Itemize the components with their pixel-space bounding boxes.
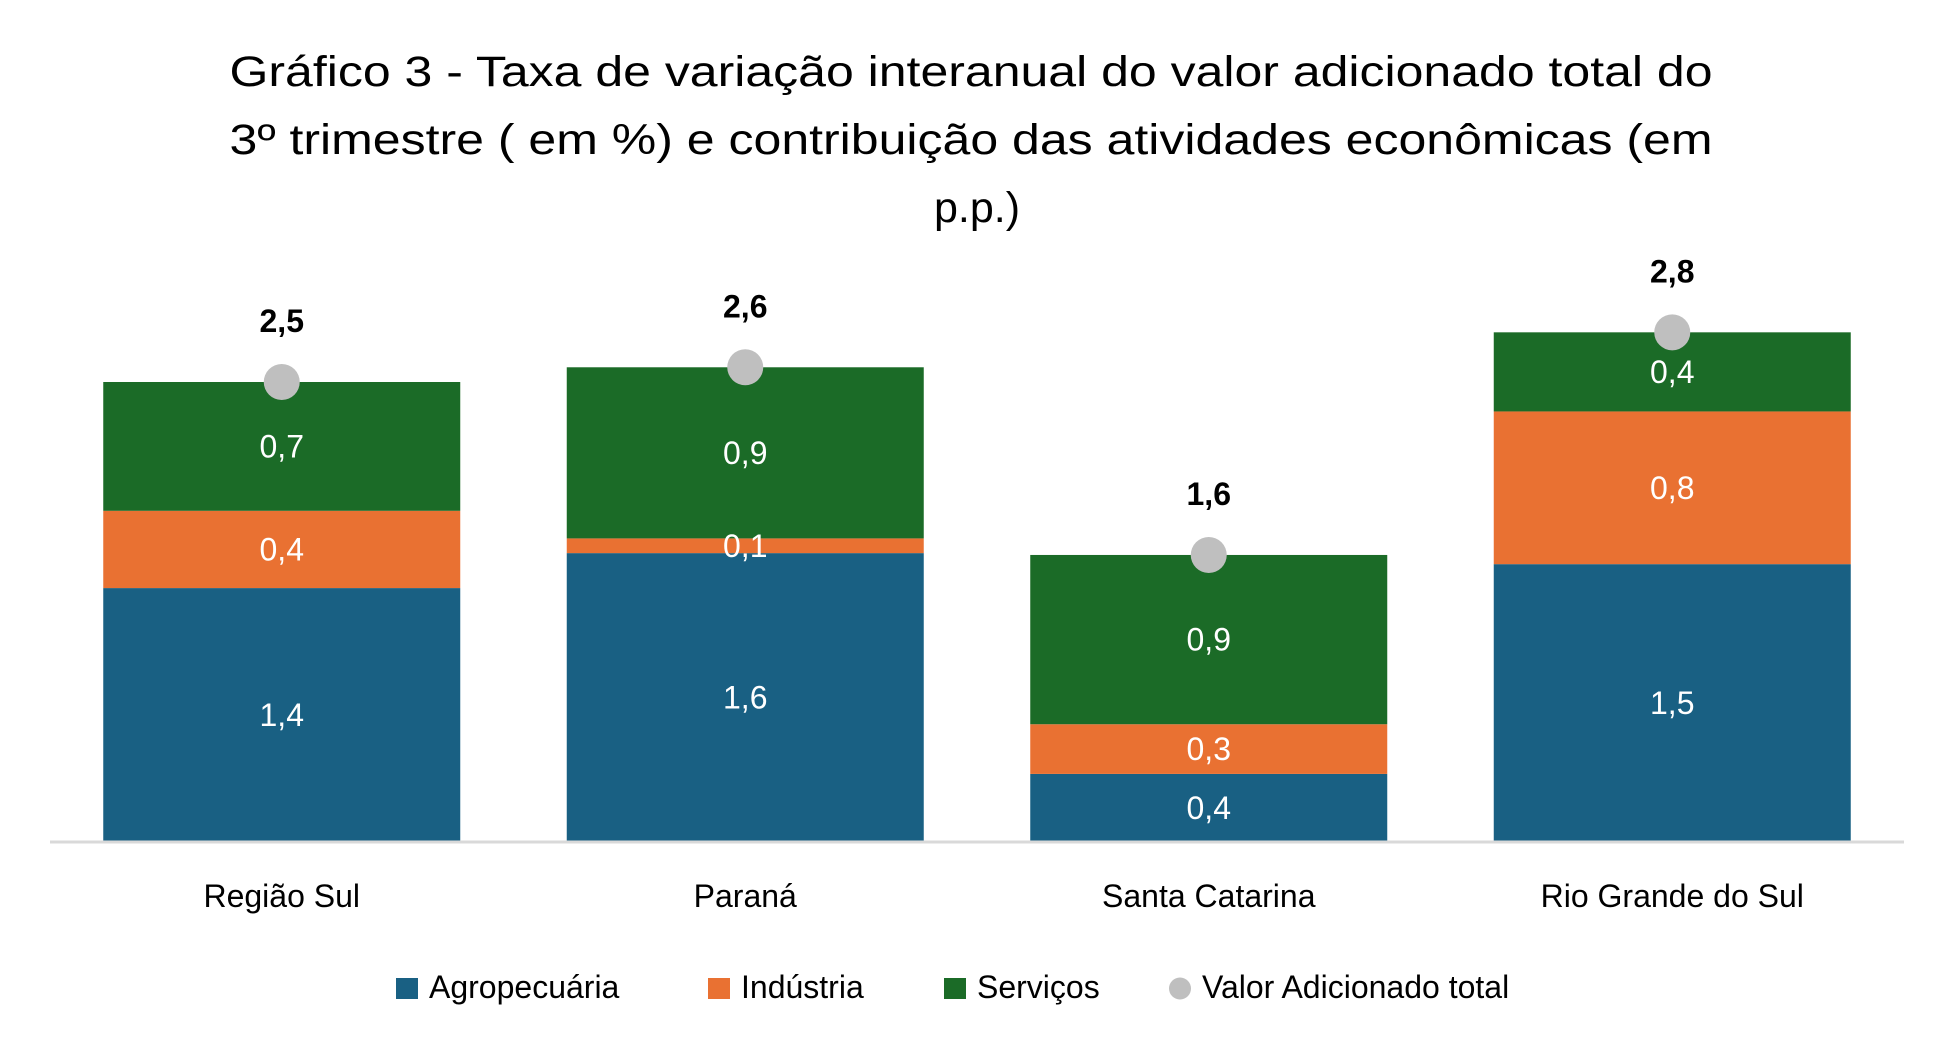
data-label-valor-adicionado-total-regiao-sul: 2,5 xyxy=(260,303,304,339)
category-label-parana: Paraná xyxy=(694,878,797,914)
legend-swatch-industria xyxy=(708,978,730,999)
data-label-valor-adicionado-total-parana: 2,6 xyxy=(723,288,767,324)
bars-layer xyxy=(103,332,1851,842)
data-label-valor-adicionado-total-santa-catarina: 1,6 xyxy=(1187,476,1231,512)
bar-segment-servicos-regiao-sul xyxy=(103,382,461,511)
category-label-santa-catarina: Santa Catarina xyxy=(1102,878,1316,914)
data-label-servicos-regiao-sul: 0,7 xyxy=(260,428,304,464)
marker-valor-adicionado-total-rio-grande-do-sul xyxy=(1654,314,1691,351)
data-label-agropecuaria-rio-grande-do-sul: 1,5 xyxy=(1650,685,1694,721)
legend: Agropecuária Indústria Serviços Valor Adici… xyxy=(396,969,1509,1005)
data-label-industria-parana: 0,1 xyxy=(723,528,767,564)
marker-valor-adicionado-total-regiao-sul xyxy=(263,364,300,400)
data-label-industria-rio-grande-do-sul: 0,8 xyxy=(1650,470,1694,506)
chart-title-line: Gráfico 3 - Taxa de variação interanual … xyxy=(230,48,1713,96)
total-markers-layer: 2,5 2,6 1,6 2,8 xyxy=(260,253,1694,573)
legend-item-servicos: Serviços xyxy=(944,969,1100,1005)
data-label-servicos-rio-grande-do-sul: 0,4 xyxy=(1650,354,1694,390)
bar-segment-servicos-parana xyxy=(566,367,924,539)
chart-title-line: p.p.) xyxy=(934,184,1020,232)
data-label-agropecuaria-regiao-sul: 1,4 xyxy=(260,697,304,733)
data-label-servicos-parana: 0,9 xyxy=(723,435,767,471)
legend-item-valor-adicionado-total: Valor Adicionado total xyxy=(1169,969,1509,1005)
legend-label-servicos: Serviços xyxy=(977,969,1100,1005)
data-label-industria-regiao-sul: 0,4 xyxy=(260,531,304,567)
category-label-regiao-sul: Região Sul xyxy=(203,878,360,914)
bar-segment-agropecuaria-santa-catarina xyxy=(1030,773,1388,842)
legend-label-industria: Indústria xyxy=(741,969,864,1005)
bar-segment-industria-regiao-sul xyxy=(103,510,461,589)
data-label-agropecuaria-santa-catarina: 0,4 xyxy=(1187,790,1231,826)
bar-segment-industria-rio-grande-do-sul xyxy=(1493,411,1851,565)
bar-segment-agropecuaria-parana xyxy=(566,553,924,842)
data-label-valor-adicionado-total-rio-grande-do-sul: 2,8 xyxy=(1650,253,1694,289)
legend-item-industria: Indústria xyxy=(708,969,864,1005)
chart-title-line: 3º trimestre ( em %) e contribuição das … xyxy=(230,116,1713,164)
data-label-agropecuaria-parana: 1,6 xyxy=(723,680,767,716)
legend-swatch-servicos xyxy=(944,978,966,999)
bar-segment-servicos-santa-catarina xyxy=(1030,554,1388,725)
legend-item-agropecuaria: Agropecuária xyxy=(396,969,620,1005)
marker-valor-adicionado-total-parana xyxy=(727,349,764,386)
data-label-servicos-santa-catarina: 0,9 xyxy=(1187,622,1231,658)
segment-labels-layer: 1,4 0,4 0,7 1,6 0,1 0,9 0,4 0,3 0,9 1,5 0,8 0,4 xyxy=(260,354,1695,826)
chart-title: Gráfico 3 - Taxa de variação interanual … xyxy=(230,48,1725,232)
bar-segment-agropecuaria-rio-grande-do-sul xyxy=(1493,564,1851,842)
legend-marker-valor-adicionado-total xyxy=(1169,977,1191,1000)
bar-segment-industria-parana xyxy=(566,538,924,554)
legend-swatch-agropecuaria xyxy=(396,978,418,999)
category-labels-layer: Região Sul Paraná Santa Catarina Rio Grande… xyxy=(203,878,1803,914)
category-label-rio-grande-do-sul: Rio Grande do Sul xyxy=(1541,878,1804,914)
marker-valor-adicionado-total-santa-catarina xyxy=(1190,536,1227,573)
bar-segment-industria-santa-catarina xyxy=(1030,724,1388,774)
legend-label-agropecuaria: Agropecuária xyxy=(429,969,620,1005)
data-label-industria-santa-catarina: 0,3 xyxy=(1187,731,1231,767)
bar-segment-agropecuaria-regiao-sul xyxy=(103,588,461,842)
legend-label-valor-adicionado-total: Valor Adicionado total xyxy=(1202,969,1509,1005)
